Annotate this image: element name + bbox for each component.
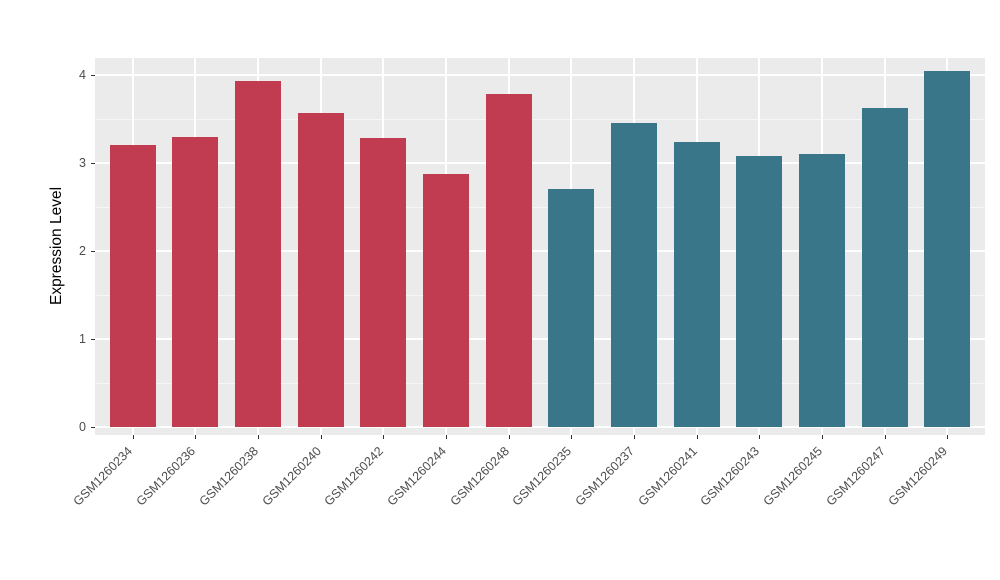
gridline-horizontal-minor [95, 118, 985, 120]
y-tick-mark [91, 427, 95, 428]
bar-GSM1260236 [172, 136, 219, 427]
y-tick-mark [91, 75, 95, 76]
bar-GSM1260248 [485, 94, 532, 427]
x-tick-mark [383, 435, 385, 439]
y-tick-label: 4 [79, 68, 86, 82]
y-tick-label: 0 [79, 420, 86, 434]
x-tick-label-GSM1260243: GSM1260243 [697, 444, 763, 509]
x-tick-mark [132, 435, 134, 439]
x-tick-label-GSM1260237: GSM1260237 [572, 444, 637, 509]
y-tick-mark [91, 163, 95, 164]
x-tick-mark [571, 435, 573, 439]
gridline-horizontal-major [95, 338, 985, 340]
x-tick-label-GSM1260242: GSM1260242 [321, 444, 387, 509]
gridline-horizontal-minor [95, 382, 985, 384]
x-tick-label-GSM1260249: GSM1260249 [885, 444, 951, 509]
bar-GSM1260237 [611, 122, 657, 427]
gridline-horizontal-major [95, 250, 985, 252]
bar-GSM1260234 [109, 144, 156, 427]
x-tick-mark [508, 435, 510, 439]
bar-GSM1260242 [360, 138, 407, 427]
y-tick-mark [91, 339, 95, 340]
gridline-horizontal-minor [95, 206, 985, 208]
bar-GSM1260240 [297, 112, 344, 427]
x-tick-label-GSM1260235: GSM1260235 [509, 444, 575, 509]
x-tick-mark [884, 435, 886, 439]
y-tick-mark [91, 251, 95, 252]
bar-GSM1260243 [736, 155, 783, 427]
bar-GSM1260244 [422, 174, 469, 427]
y-tick-label: 3 [79, 156, 86, 170]
x-tick-label-GSM1260236: GSM1260236 [133, 444, 199, 509]
bar-GSM1260238 [234, 81, 281, 427]
x-tick-label-GSM1260238: GSM1260238 [196, 444, 261, 509]
x-tick-mark [696, 435, 698, 439]
x-tick-label-GSM1260245: GSM1260245 [760, 444, 825, 509]
x-tick-label-GSM1260240: GSM1260240 [259, 444, 324, 509]
bar-GSM1260241 [673, 141, 720, 427]
gridline-horizontal-minor [95, 294, 985, 296]
x-tick-label-GSM1260241: GSM1260241 [635, 444, 700, 509]
x-tick-mark [759, 435, 761, 439]
gridline-horizontal-major [95, 426, 985, 428]
gridline-horizontal-major [95, 74, 985, 76]
x-tick-mark [822, 435, 824, 439]
plot-panel [95, 58, 985, 435]
y-tick-label: 2 [79, 244, 86, 258]
bar-GSM1260235 [548, 188, 595, 427]
x-tick-label-GSM1260244: GSM1260244 [384, 444, 449, 509]
gridline-horizontal-major [95, 162, 985, 164]
bar-GSM1260249 [924, 70, 971, 427]
x-tick-mark [634, 435, 635, 439]
x-tick-label-GSM1260234: GSM1260234 [71, 444, 136, 509]
x-tick-label-GSM1260248: GSM1260248 [447, 444, 512, 509]
y-tick-label: 1 [79, 332, 86, 346]
x-tick-mark [257, 435, 259, 439]
x-tick-mark [320, 435, 322, 439]
x-tick-mark [947, 435, 949, 439]
x-tick-mark [445, 435, 447, 439]
bar-GSM1260247 [861, 108, 908, 427]
x-tick-label-GSM1260247: GSM1260247 [823, 444, 888, 509]
bar-GSM1260245 [799, 154, 846, 427]
x-tick-mark [195, 435, 197, 439]
